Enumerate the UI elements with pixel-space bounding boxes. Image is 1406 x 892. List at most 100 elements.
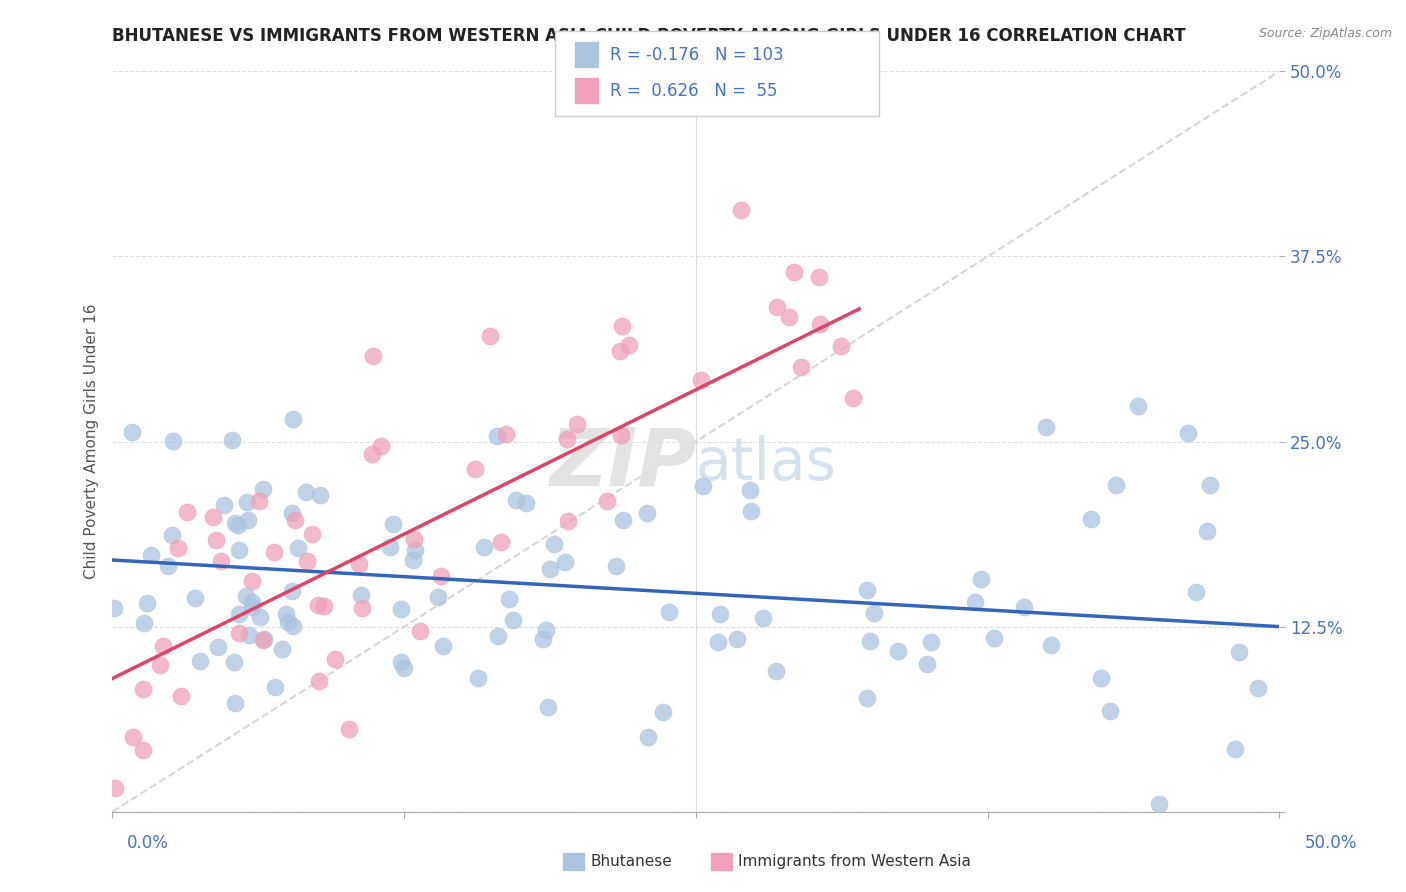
Point <box>595 494 617 508</box>
Point <box>1246 681 1268 696</box>
Text: 0.0%: 0.0% <box>127 834 169 852</box>
Point <box>489 534 512 549</box>
Point <box>1035 419 1057 434</box>
Point <box>240 595 263 609</box>
Point <box>609 344 631 359</box>
Point <box>1012 600 1035 615</box>
Point <box>270 642 292 657</box>
Point <box>637 730 659 744</box>
Point <box>361 349 384 363</box>
Point <box>808 317 831 331</box>
Point <box>263 544 285 558</box>
Point <box>204 533 226 547</box>
Point <box>103 601 125 615</box>
Point <box>308 673 330 688</box>
Point <box>725 632 748 647</box>
Point <box>277 615 299 630</box>
Point <box>252 482 274 496</box>
Point <box>537 699 560 714</box>
Point <box>502 613 524 627</box>
Point <box>224 516 246 530</box>
Point <box>856 583 879 598</box>
Point <box>224 655 246 669</box>
Point <box>738 483 761 497</box>
Point <box>636 506 658 520</box>
Point <box>610 319 633 334</box>
Point <box>464 462 486 476</box>
Point <box>228 625 250 640</box>
Point <box>202 509 225 524</box>
Point <box>969 572 991 586</box>
Point <box>486 429 509 443</box>
Point <box>605 558 627 573</box>
Point <box>543 536 565 550</box>
Point <box>240 599 263 614</box>
Point <box>235 589 257 603</box>
Point <box>295 484 318 499</box>
Point <box>1223 742 1246 756</box>
Point <box>152 639 174 653</box>
Point <box>394 661 416 675</box>
Point <box>472 541 495 555</box>
Point <box>240 574 263 589</box>
Point <box>619 338 641 352</box>
Point <box>281 619 304 633</box>
Point <box>308 488 330 502</box>
Point <box>554 555 576 569</box>
Point <box>692 479 714 493</box>
Point <box>249 610 271 624</box>
Text: ZIP: ZIP <box>548 425 696 503</box>
Point <box>212 498 235 512</box>
Point <box>856 691 879 706</box>
Point <box>863 607 886 621</box>
Point <box>337 723 360 737</box>
Point <box>1080 511 1102 525</box>
Point <box>915 657 938 671</box>
Point <box>176 505 198 519</box>
Point <box>135 596 157 610</box>
Point <box>104 780 127 795</box>
Point <box>228 543 250 558</box>
Text: R =  0.626   N =  55: R = 0.626 N = 55 <box>610 82 778 100</box>
Point <box>1090 671 1112 685</box>
Point <box>658 605 681 619</box>
Point <box>226 517 249 532</box>
Point <box>1185 584 1208 599</box>
Point <box>467 672 489 686</box>
Point <box>612 513 634 527</box>
Point <box>166 541 188 556</box>
Point <box>920 635 942 649</box>
Point <box>378 541 401 555</box>
Point <box>325 652 347 666</box>
Point <box>121 731 143 745</box>
Point <box>352 601 374 615</box>
Point <box>221 433 243 447</box>
Point <box>308 599 330 613</box>
Point <box>389 602 412 616</box>
Point <box>301 527 323 541</box>
Point <box>247 494 270 508</box>
Point <box>295 554 318 568</box>
Point <box>264 680 287 694</box>
Point <box>389 656 412 670</box>
Point <box>188 655 211 669</box>
Point <box>1126 399 1149 413</box>
Point <box>557 514 579 528</box>
Point <box>160 527 183 541</box>
Point <box>565 417 588 432</box>
Point <box>402 553 425 567</box>
Point <box>236 513 259 527</box>
Point <box>789 359 811 374</box>
Point <box>382 516 405 531</box>
Point <box>515 496 537 510</box>
Point <box>1099 704 1122 718</box>
Point <box>281 584 304 599</box>
Point <box>505 493 527 508</box>
Point <box>139 548 162 562</box>
Point <box>1199 478 1222 492</box>
Point <box>783 265 806 279</box>
Point <box>751 610 773 624</box>
Point <box>531 632 554 646</box>
Point <box>479 329 502 343</box>
Point <box>228 607 250 622</box>
